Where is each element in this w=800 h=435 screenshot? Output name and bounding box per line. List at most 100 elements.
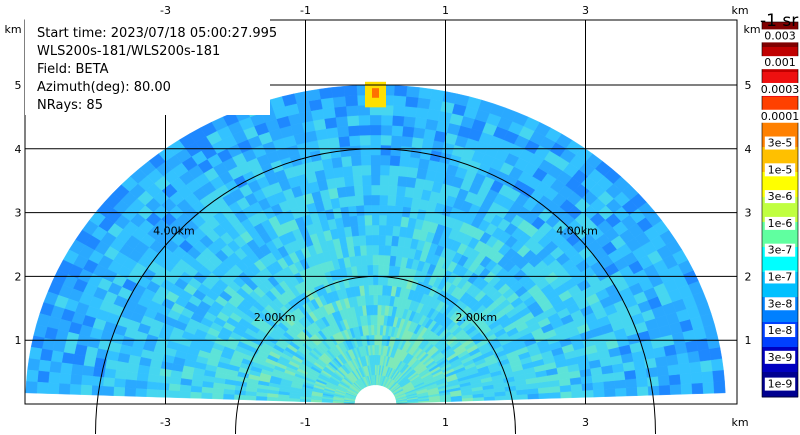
colorbar-tick-label: 1e-9 (768, 378, 793, 391)
scan-cell (423, 128, 437, 141)
scan-cell (37, 370, 50, 384)
scan-cell (368, 284, 374, 296)
scan-cell (344, 185, 356, 197)
y-tick-label: 2 (745, 270, 752, 283)
scan-cell (679, 372, 693, 385)
scan-cell (156, 389, 169, 398)
scan-cell (614, 387, 627, 397)
scan-cell (678, 362, 692, 375)
scan-cell (39, 348, 53, 362)
scan-cell (179, 384, 192, 393)
scan-cell (405, 86, 420, 98)
scan-cell (710, 358, 724, 372)
scan-cell (211, 393, 224, 400)
colorbar-tick-label: 3e-5 (768, 137, 793, 150)
scan-cell (370, 144, 381, 156)
scan-cell (442, 91, 458, 104)
y-tick-label: 2 (15, 270, 22, 283)
scan-cell (380, 134, 392, 146)
scan-cell (372, 264, 379, 276)
scan-cell (102, 386, 115, 396)
scan-cell (346, 115, 360, 127)
scan-cell (360, 154, 372, 166)
scan-cell (390, 245, 398, 257)
scan-cell (80, 384, 93, 396)
scan-cell (378, 244, 386, 256)
scan-cell (179, 378, 193, 387)
scan-cell (371, 194, 380, 206)
scan-cell (376, 344, 380, 356)
scan-cell (115, 361, 129, 372)
scan-cell (370, 184, 381, 196)
scan-cell (190, 385, 203, 393)
scan-cell (27, 358, 41, 372)
scan-cell (58, 383, 71, 395)
scan-cell (318, 87, 333, 100)
colorbar-tick-label: 0.0001 (761, 110, 800, 123)
scan-cell (378, 254, 385, 266)
scan-cell (667, 363, 681, 376)
colorbar-label-bg (764, 136, 796, 150)
scan-cell (244, 395, 257, 401)
scan-cell (669, 383, 682, 395)
scan-cell (403, 105, 418, 118)
scan-cell (369, 134, 382, 146)
scan-cell (400, 135, 413, 148)
scan-cell (335, 115, 349, 128)
scan-cell (114, 369, 128, 380)
scan-cell (358, 234, 367, 246)
scan-cell (370, 164, 381, 176)
scan-cell (408, 156, 420, 169)
x-unit-label: km (731, 416, 748, 429)
scan-cell (394, 195, 405, 207)
colorbar-tick-label: 1e-8 (768, 324, 793, 337)
colorbar-label-bg (761, 29, 799, 43)
scan-cell (81, 365, 95, 377)
scan-cell (516, 393, 529, 400)
scan-cell (373, 314, 378, 326)
scan-cell (91, 376, 105, 387)
scan-cell (712, 369, 725, 383)
scan-cell (538, 392, 551, 400)
scan-cell (656, 365, 670, 377)
scan-cell (255, 396, 268, 401)
x-tick-label: 3 (582, 4, 589, 17)
scan-cell (402, 196, 413, 208)
azimuth-label: Azimuth(deg): 80.00 (37, 80, 171, 95)
colorbar-tick-label: 0.001 (764, 56, 796, 69)
scan-cell (395, 185, 407, 197)
y-tick-label: 4 (745, 143, 752, 156)
scan-cell (169, 376, 182, 386)
scan-cell (362, 194, 372, 206)
scan-cell (699, 359, 713, 373)
scan-cell (690, 371, 703, 384)
y-tick-label: 5 (745, 79, 752, 92)
scan-cell (343, 175, 355, 187)
scan-cell (401, 206, 412, 218)
scan-cell (332, 96, 347, 108)
scan-cell (430, 88, 445, 102)
range-ring-label: 2.00km (456, 311, 498, 324)
scan-cell (59, 362, 73, 375)
colorbar-tick-label: 0.003 (764, 29, 796, 42)
scan-cell (357, 224, 366, 236)
colorbar: 0.003 0.001 0.0003 0.0001 3e-5 1e-5 3e-6 1e-6 3e… (758, 11, 800, 398)
scan-cell (398, 155, 411, 168)
scan-cell (378, 234, 386, 246)
scan-cell (69, 373, 83, 386)
scan-cell (593, 388, 605, 398)
scan-cell (377, 294, 383, 306)
scan-cell (372, 244, 379, 256)
scan-cell (571, 390, 584, 399)
scan-cell (49, 361, 62, 374)
colorbar-label-bg (764, 377, 796, 391)
scan-cell (416, 97, 431, 110)
colorbar-label-bg (758, 109, 800, 123)
scan-cell (647, 385, 660, 396)
scan-cell (393, 95, 407, 107)
scan-cell (362, 184, 372, 196)
scan-cell (342, 165, 354, 178)
scan-cell (415, 107, 429, 120)
colorbar-label-bg (761, 56, 799, 70)
scan-cell (527, 393, 540, 400)
